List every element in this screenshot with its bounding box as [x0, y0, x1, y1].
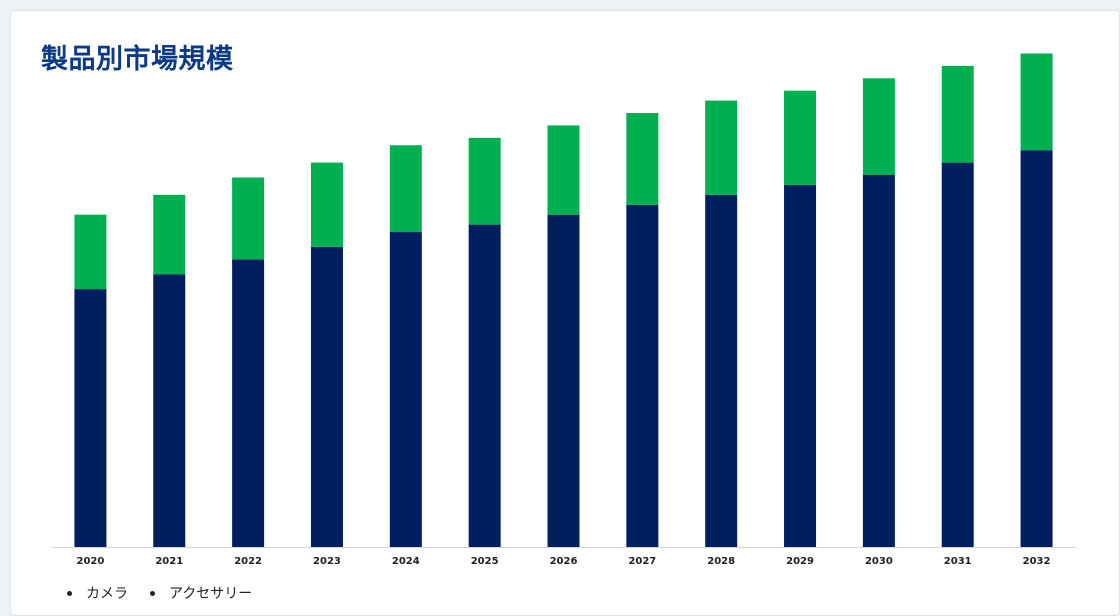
bar-accessory-2021 — [153, 194, 186, 275]
x-tick-label-2028: 2028 — [707, 556, 735, 567]
legend-label: アクセサリー — [169, 586, 253, 602]
bar-accessory-2024 — [389, 145, 422, 233]
bullet-icon — [150, 590, 155, 596]
page-title: 製品別市場規模 — [41, 44, 234, 75]
bar-accessory-2027 — [626, 113, 659, 205]
bar-accessory-2026 — [547, 125, 580, 215]
x-tick-label-2025: 2025 — [471, 556, 499, 567]
x-tick-label-2032: 2032 — [1023, 556, 1051, 567]
bar-camera-2020 — [74, 289, 107, 547]
x-tick-label-2030: 2030 — [865, 556, 893, 567]
bar-accessory-2029 — [784, 90, 817, 185]
chart-card: 製品別市場規模 2020 2021 2022 2023 2024 2025 2026 2027… — [10, 10, 1120, 616]
bar-accessory-2022 — [232, 177, 265, 260]
legend-item-camera: カメラ — [67, 583, 128, 603]
bar-accessory-2025 — [468, 137, 501, 225]
x-tick-label-2026: 2026 — [550, 556, 578, 567]
bar-camera-2031 — [941, 162, 974, 547]
bullet-icon — [67, 590, 72, 596]
x-tick-label-2022: 2022 — [234, 556, 262, 567]
x-tick-label-2024: 2024 — [392, 556, 420, 567]
legend-label: カメラ — [86, 586, 128, 602]
bar-accessory-2031 — [941, 65, 974, 163]
bar-camera-2025 — [468, 224, 501, 547]
bar-camera-2028 — [705, 194, 738, 547]
legend-item-accessory: アクセサリー — [150, 583, 252, 603]
bar-camera-2027 — [626, 204, 659, 547]
x-tick-label-2027: 2027 — [628, 556, 656, 567]
bar-accessory-2028 — [705, 100, 738, 195]
x-tick-label-2029: 2029 — [786, 556, 814, 567]
bar-camera-2029 — [784, 184, 817, 548]
bar-accessory-2020 — [74, 214, 107, 290]
bar-camera-2030 — [862, 175, 895, 547]
x-tick-label-2020: 2020 — [77, 556, 105, 567]
chart-legend: カメラ アクセサリー — [67, 583, 252, 603]
x-tick-label-2031: 2031 — [944, 556, 972, 567]
bar-camera-2021 — [153, 274, 186, 547]
bar-camera-2024 — [389, 232, 422, 548]
bar-camera-2022 — [232, 259, 265, 547]
stacked-bar-chart: 2020 2021 2022 2023 2024 2025 2026 2027 2028 2029… — [51, 53, 1076, 567]
x-tick-label-2023: 2023 — [313, 556, 341, 567]
bar-accessory-2023 — [310, 162, 343, 247]
bar-accessory-2030 — [862, 78, 895, 175]
bar-camera-2023 — [310, 246, 343, 548]
bar-accessory-2032 — [1020, 53, 1053, 151]
bar-camera-2026 — [547, 214, 580, 547]
x-tick-label-2021: 2021 — [155, 556, 183, 567]
bar-camera-2032 — [1020, 150, 1053, 547]
